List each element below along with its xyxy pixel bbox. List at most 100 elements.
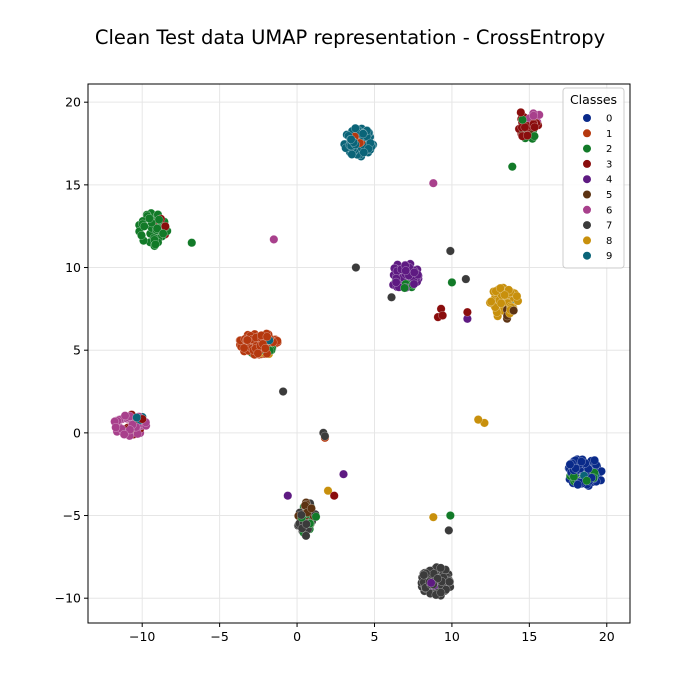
y-tick-label: 15 bbox=[65, 177, 81, 192]
data-point-class-7 bbox=[351, 263, 361, 272]
data-points bbox=[110, 107, 606, 600]
y-tick-label: −5 bbox=[63, 508, 81, 523]
data-point-class-9 bbox=[350, 123, 360, 133]
y-tick-label: 10 bbox=[65, 260, 81, 275]
legend-marker-1 bbox=[583, 129, 591, 138]
legend-label-0: 0 bbox=[606, 114, 612, 125]
data-point-class-2 bbox=[151, 240, 160, 249]
data-point-class-2 bbox=[154, 215, 164, 225]
y-tick-label: 5 bbox=[73, 343, 81, 358]
data-point-class-7 bbox=[444, 577, 454, 587]
data-point-class-1 bbox=[253, 348, 263, 358]
data-point-class-0 bbox=[565, 460, 575, 469]
data-point-class-9 bbox=[358, 129, 368, 139]
data-point-class-2 bbox=[187, 238, 197, 248]
legend-box bbox=[562, 87, 625, 269]
x-tick-label: 15 bbox=[521, 629, 537, 644]
data-point-class-6 bbox=[428, 178, 438, 188]
data-point-class-2 bbox=[400, 283, 409, 293]
data-point-class-4 bbox=[339, 469, 348, 479]
data-point-class-7 bbox=[436, 588, 446, 598]
data-point-class-9 bbox=[347, 150, 357, 159]
data-point-class-2 bbox=[144, 214, 154, 223]
data-point-class-2 bbox=[139, 221, 149, 231]
legend-marker-7 bbox=[583, 221, 591, 230]
data-point-class-7 bbox=[445, 246, 455, 256]
data-point-class-7 bbox=[433, 574, 442, 584]
legend-marker-8 bbox=[583, 236, 591, 245]
data-point-class-0 bbox=[590, 455, 599, 465]
legend-marker-2 bbox=[583, 144, 591, 153]
legend-label-1: 1 bbox=[606, 129, 612, 140]
legend-marker-9 bbox=[583, 251, 591, 260]
y-tick-label: 20 bbox=[65, 95, 81, 110]
data-point-class-7 bbox=[296, 510, 306, 520]
x-tick-label: 10 bbox=[444, 629, 460, 644]
x-tick-label: −10 bbox=[129, 629, 155, 644]
legend-label-9: 9 bbox=[606, 251, 612, 262]
data-point-class-2 bbox=[311, 512, 321, 522]
data-point-class-3 bbox=[462, 307, 472, 317]
legend-label-5: 5 bbox=[606, 190, 612, 201]
data-point-class-8 bbox=[512, 291, 522, 301]
legend-label-4: 4 bbox=[606, 175, 612, 186]
data-point-class-6 bbox=[111, 423, 121, 432]
data-point-class-6 bbox=[119, 429, 129, 439]
data-point-class-2 bbox=[507, 162, 517, 172]
data-point-class-1 bbox=[260, 343, 270, 353]
data-point-class-1 bbox=[239, 343, 249, 353]
legend-label-8: 8 bbox=[606, 236, 612, 247]
data-point-class-3 bbox=[522, 131, 532, 140]
data-point-class-2 bbox=[137, 230, 146, 240]
data-point-class-3 bbox=[520, 122, 530, 132]
x-tick-label: −5 bbox=[210, 629, 228, 644]
x-tick-label: 5 bbox=[371, 629, 379, 644]
data-point-class-4 bbox=[409, 268, 419, 277]
data-point-class-7 bbox=[461, 274, 471, 284]
data-point-class-8 bbox=[496, 298, 506, 308]
data-point-class-7 bbox=[419, 570, 429, 580]
data-point-class-4 bbox=[401, 266, 411, 276]
data-point-class-8 bbox=[323, 486, 333, 496]
plot-area-frame bbox=[87, 83, 631, 624]
data-point-class-9 bbox=[346, 134, 356, 144]
x-tick-label: 0 bbox=[293, 629, 301, 644]
data-point-class-7 bbox=[301, 519, 311, 529]
data-point-class-9 bbox=[359, 147, 369, 157]
data-point-class-6 bbox=[269, 235, 279, 244]
legend: Classes 0 1 2 3 4 5 6 7 8 9 bbox=[562, 87, 625, 269]
data-point-class-2 bbox=[445, 511, 455, 520]
chart-title: Clean Test data UMAP representation - Cr… bbox=[95, 26, 605, 49]
legend-label-2: 2 bbox=[606, 144, 612, 155]
data-point-class-4 bbox=[409, 279, 419, 289]
data-point-class-7 bbox=[436, 563, 446, 573]
legend-label-7: 7 bbox=[606, 221, 612, 232]
grid-lines bbox=[88, 84, 630, 623]
data-point-class-7 bbox=[301, 531, 311, 541]
data-point-class-7 bbox=[444, 526, 454, 535]
data-point-class-4 bbox=[426, 578, 436, 588]
data-point-class-8 bbox=[500, 290, 510, 300]
data-point-class-7 bbox=[320, 431, 330, 441]
data-point-class-3 bbox=[516, 107, 526, 117]
data-point-class-0 bbox=[573, 480, 583, 490]
data-point-class-0 bbox=[577, 457, 586, 467]
legend-items: 0 1 2 3 4 5 6 7 8 9 bbox=[583, 114, 612, 262]
x-tick-label: 20 bbox=[599, 629, 615, 644]
data-point-class-2 bbox=[582, 476, 592, 486]
data-point-class-9 bbox=[132, 413, 142, 422]
legend-marker-6 bbox=[583, 205, 591, 214]
data-point-class-1 bbox=[262, 332, 272, 342]
data-point-class-2 bbox=[152, 224, 162, 233]
data-point-class-8 bbox=[486, 297, 496, 306]
legend-label-3: 3 bbox=[606, 159, 612, 170]
legend-marker-4 bbox=[583, 175, 591, 184]
data-point-class-4 bbox=[391, 277, 401, 287]
data-point-class-6 bbox=[529, 111, 538, 121]
y-tick-label: −10 bbox=[55, 591, 81, 606]
data-point-class-2 bbox=[447, 278, 457, 287]
data-point-class-2 bbox=[518, 115, 527, 125]
data-point-class-8 bbox=[428, 512, 438, 522]
